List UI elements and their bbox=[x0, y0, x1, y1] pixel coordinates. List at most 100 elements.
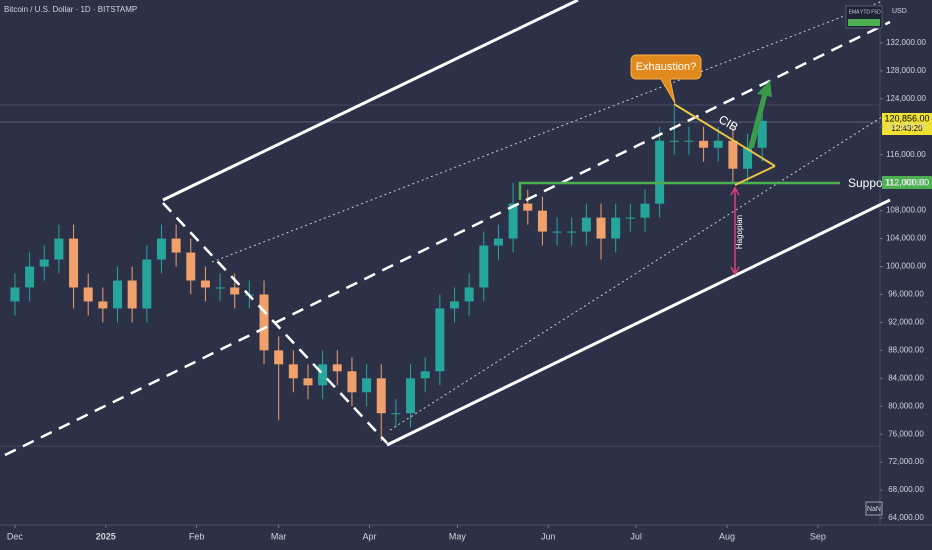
support-tag bbox=[882, 176, 932, 189]
indicator: EMA bbox=[849, 9, 861, 15]
candle-body bbox=[757, 120, 767, 148]
x-tick-label: Sep bbox=[810, 531, 826, 541]
x-tick-label: Aug bbox=[719, 531, 735, 541]
candle-body bbox=[699, 140, 709, 148]
y-tick-label: 88,000.00 bbox=[888, 345, 924, 354]
candle-body bbox=[25, 266, 35, 288]
x-tick-label: Apr bbox=[363, 531, 377, 541]
x-tick-label: May bbox=[449, 531, 467, 541]
x-tick-label: Mar bbox=[271, 531, 287, 541]
candle-body bbox=[113, 280, 123, 309]
candle-body bbox=[581, 217, 591, 232]
nan-label: NaN bbox=[867, 506, 881, 513]
candle-body bbox=[142, 259, 152, 309]
candle-body bbox=[259, 294, 269, 351]
candle-body bbox=[54, 238, 64, 260]
candle-body bbox=[171, 238, 181, 253]
triangle-line bbox=[673, 103, 776, 167]
candle-body bbox=[743, 147, 753, 169]
arrow-heads bbox=[730, 186, 740, 276]
indicator-bar bbox=[848, 19, 880, 26]
indicator: F5D bbox=[871, 9, 881, 15]
up-arrow bbox=[748, 80, 772, 148]
candle-body bbox=[318, 364, 328, 386]
candle-body bbox=[274, 350, 284, 365]
candle-body bbox=[186, 252, 196, 281]
candles bbox=[10, 105, 767, 442]
channel-lower bbox=[386, 198, 891, 447]
price-tag bbox=[882, 113, 932, 135]
indicator: YTD bbox=[860, 9, 870, 15]
candle-body bbox=[625, 217, 635, 219]
y-tick-label: 132,000.00 bbox=[886, 38, 927, 47]
candle-body bbox=[303, 378, 313, 386]
candle-body bbox=[684, 140, 694, 142]
candle-body bbox=[332, 364, 342, 372]
y-tick-label: 124,000.00 bbox=[886, 94, 927, 103]
y-tick-label: 100,000.00 bbox=[886, 262, 927, 271]
support-line bbox=[518, 181, 840, 200]
channel-median bbox=[4, 20, 891, 457]
y-tick-label: 80,000.00 bbox=[888, 401, 924, 410]
candle-body bbox=[728, 140, 738, 169]
candle-body bbox=[376, 378, 386, 414]
x-tick-label: Jun bbox=[541, 531, 556, 541]
support-price: 112,000.00 bbox=[885, 177, 929, 187]
x-tick-label: Dec bbox=[7, 531, 24, 541]
candle-body bbox=[611, 217, 621, 239]
candle-body bbox=[98, 301, 108, 309]
y-tick-label: 120,000.00 bbox=[886, 122, 927, 131]
candle-body bbox=[406, 378, 416, 414]
y-tick-label: 72,000.00 bbox=[888, 457, 924, 466]
callout bbox=[630, 54, 702, 104]
last-price: 12­0,856.00 bbox=[884, 113, 929, 123]
candle-body bbox=[596, 217, 606, 239]
candle-body bbox=[420, 371, 430, 379]
candle-body bbox=[156, 238, 166, 260]
y-tick-label: 76,000.00 bbox=[888, 429, 924, 438]
candle-body bbox=[713, 140, 723, 148]
hagopian-label: Hagopian bbox=[735, 215, 744, 249]
candle-body bbox=[669, 140, 679, 142]
candle-body bbox=[391, 413, 401, 415]
candle-body bbox=[230, 287, 240, 295]
channel-upper bbox=[162, 0, 579, 202]
candle-body bbox=[464, 287, 474, 302]
y-tick-label: 128,000.00 bbox=[886, 66, 927, 75]
chart-title: Bitcoin / U.S. Dollar · 1D · BITSTAMP bbox=[4, 5, 137, 14]
y-tick-label: 112,000.00 bbox=[886, 178, 926, 187]
candle-body bbox=[39, 259, 49, 267]
y-tick-label: 108,000.00 bbox=[886, 206, 927, 215]
y-tick-label: 116,000.00 bbox=[886, 150, 926, 159]
candle-body bbox=[215, 287, 225, 289]
candle-body bbox=[493, 238, 503, 246]
candle-body bbox=[347, 371, 357, 393]
candle-body bbox=[10, 287, 20, 302]
candle-body bbox=[200, 280, 210, 288]
candle-body bbox=[567, 231, 577, 233]
y-tick-label: 64,000.00 bbox=[888, 513, 924, 522]
x-tick-label: Feb bbox=[189, 531, 205, 541]
candle-body bbox=[655, 140, 665, 204]
candle-body bbox=[640, 203, 650, 218]
candle-body bbox=[450, 301, 460, 309]
y-tick-label: 104,000.00 bbox=[886, 234, 927, 243]
candle-body bbox=[83, 287, 93, 302]
currency: USD bbox=[892, 8, 907, 15]
candle-body bbox=[288, 364, 298, 379]
candle-body bbox=[508, 203, 518, 239]
candle-body bbox=[69, 238, 79, 288]
nan-box bbox=[865, 501, 883, 516]
x-tick-label: Jul bbox=[630, 531, 642, 541]
support-label: Support bbox=[848, 176, 891, 190]
candle-body bbox=[362, 378, 372, 393]
candle-body bbox=[435, 308, 445, 372]
y-tick-label: 84,000.00 bbox=[888, 373, 924, 382]
triangle-line bbox=[734, 165, 776, 186]
countdown: 12:43:20 bbox=[891, 124, 923, 133]
x-tick-label: 2025 bbox=[96, 531, 116, 541]
exhaustion-label: Exhaustion? bbox=[636, 61, 697, 73]
